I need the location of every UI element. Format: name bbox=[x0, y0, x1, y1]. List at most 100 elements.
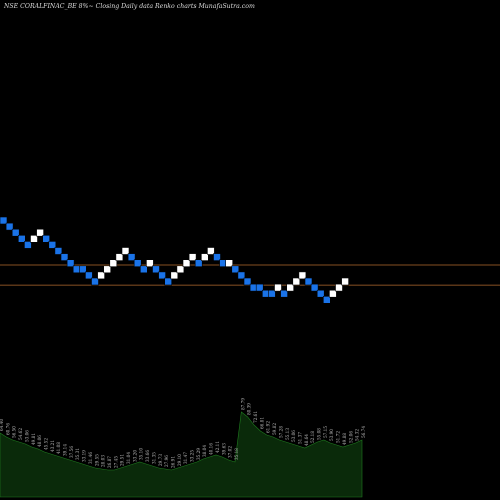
volume-label: 52.18 bbox=[310, 431, 315, 443]
renko-brick-up bbox=[30, 235, 38, 243]
volume-label: 54.32 bbox=[355, 429, 360, 441]
renko-brick-down bbox=[79, 265, 87, 274]
volume-label: 26.91 bbox=[170, 456, 175, 468]
volume-label: 27.45 bbox=[113, 456, 118, 468]
renko-brick-down bbox=[91, 277, 99, 286]
volume-label: 45.52 bbox=[43, 438, 48, 450]
volume-label: 35.18 bbox=[234, 448, 239, 460]
volume-label: 56.50 bbox=[12, 426, 17, 438]
volume-label: 72.61 bbox=[253, 411, 258, 423]
renko-brick-down bbox=[5, 222, 14, 231]
renko-brick-up bbox=[341, 277, 349, 286]
volume-label: 51.72 bbox=[336, 431, 341, 443]
volume-label: 31.35 bbox=[151, 452, 156, 464]
renko-brick-up bbox=[36, 228, 44, 237]
volume-label: 49.81 bbox=[31, 433, 36, 445]
renko-brick-down bbox=[0, 216, 8, 225]
renko-brick-up bbox=[109, 259, 118, 268]
volume-label: 54.62 bbox=[18, 428, 23, 440]
volume-area bbox=[0, 411, 363, 498]
volume-label: 27.96 bbox=[164, 455, 169, 467]
renko-brick-down bbox=[127, 253, 136, 261]
volume-label: 56.74 bbox=[361, 426, 366, 438]
volume-label: 53.06 bbox=[291, 430, 296, 442]
volume-label: 64.40 bbox=[0, 419, 4, 431]
volume-label: 66.81 bbox=[259, 417, 264, 429]
renko-brick-down bbox=[213, 253, 221, 261]
renko-brick-up bbox=[121, 247, 130, 255]
renko-brick-down bbox=[164, 277, 172, 286]
renko-brick-up bbox=[146, 259, 154, 268]
renko-brick-up bbox=[335, 283, 343, 292]
renko-brick-up bbox=[170, 271, 179, 280]
renko-brick-down bbox=[316, 289, 325, 298]
renko-brick-up bbox=[274, 283, 282, 292]
volume-labels: 64.40 60.76 56.50 54.62 53.06 49.81 48.06 45.52… bbox=[0, 398, 366, 468]
volume-label: 29.73 bbox=[158, 454, 163, 466]
volume-label: 42.11 bbox=[215, 441, 220, 453]
volume-label: 59.82 bbox=[272, 423, 277, 435]
renko-brick-down bbox=[66, 259, 75, 268]
renko-brick-up bbox=[176, 265, 185, 274]
renko-brick-down bbox=[24, 241, 32, 249]
volume-label: 53.06 bbox=[24, 430, 29, 442]
renko-brick-up bbox=[188, 253, 197, 261]
volume-label: 39.63 bbox=[221, 443, 226, 455]
volume-area-path bbox=[0, 411, 363, 498]
renko-brick-down bbox=[11, 228, 20, 237]
renko-brick-up bbox=[292, 277, 301, 286]
chart-title: NSE CORALFINAC_BE 8%~ Closing Daily data… bbox=[3, 3, 255, 10]
volume-label: 87.79 bbox=[240, 398, 245, 410]
volume-label: 29.55 bbox=[94, 454, 99, 466]
volume-label: 33.66 bbox=[145, 450, 150, 462]
volume-label: 52.06 bbox=[348, 431, 353, 443]
renko-brick-down bbox=[304, 277, 313, 286]
volume-label: 80.39 bbox=[247, 403, 252, 415]
renko-brick-down bbox=[255, 283, 264, 292]
renko-brick-up bbox=[201, 253, 209, 261]
volume-label: 35.31 bbox=[75, 448, 80, 460]
volume-label: 57.28 bbox=[278, 426, 283, 438]
volume-label: 26.87 bbox=[107, 456, 112, 468]
volume-label: 28.03 bbox=[101, 455, 106, 467]
renko-brick-up bbox=[286, 283, 295, 292]
renko-brick-up bbox=[207, 247, 215, 255]
renko-brick-up bbox=[298, 271, 307, 280]
volume-label: 29.51 bbox=[120, 454, 125, 466]
renko-brick-down bbox=[42, 235, 51, 243]
volume-label: 41.08 bbox=[56, 442, 61, 454]
volume-label: 39.14 bbox=[63, 444, 68, 456]
renko-bricks bbox=[0, 216, 349, 304]
volume-label: 61.92 bbox=[266, 421, 271, 433]
renko-brick-down bbox=[133, 259, 142, 268]
volume-label: 40.16 bbox=[209, 443, 214, 455]
renko-brick-up bbox=[225, 259, 233, 268]
renko-brick-down bbox=[60, 253, 69, 261]
volume-label: 55.13 bbox=[285, 428, 290, 440]
renko-brick-up bbox=[97, 271, 105, 280]
renko-brick-down bbox=[17, 235, 26, 243]
volume-label: 55.08 bbox=[317, 428, 322, 440]
volume-label: 33.19 bbox=[82, 450, 87, 462]
renko-brick-up bbox=[182, 259, 191, 268]
volume-label: 35.29 bbox=[196, 448, 201, 460]
volume-label: 35.10 bbox=[139, 448, 144, 460]
renko-brick-down bbox=[194, 259, 203, 268]
volume-label: 31.47 bbox=[183, 452, 188, 464]
renko-brick-up bbox=[103, 265, 111, 274]
renko-brick-down bbox=[322, 295, 331, 304]
volume-label: 33.20 bbox=[132, 450, 137, 462]
volume-label: 43.21 bbox=[50, 440, 55, 452]
renko-brick-down bbox=[231, 265, 240, 274]
volume-label: 31.04 bbox=[126, 452, 131, 464]
volume-label: 31.46 bbox=[88, 452, 93, 464]
volume-label: 53.90 bbox=[329, 429, 334, 441]
renko-brick-down bbox=[243, 277, 252, 286]
volume-label: 51.37 bbox=[297, 432, 302, 444]
renko-brick-down bbox=[237, 271, 246, 280]
renko-brick-down bbox=[54, 247, 63, 255]
renko-brick-down bbox=[268, 289, 276, 298]
volume-label: 29.10 bbox=[177, 454, 182, 466]
